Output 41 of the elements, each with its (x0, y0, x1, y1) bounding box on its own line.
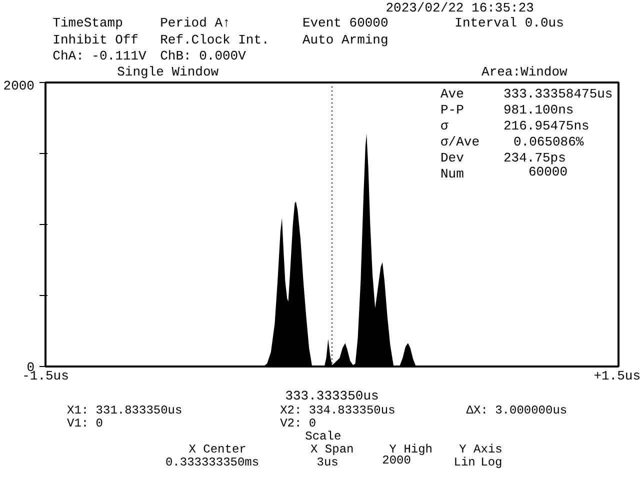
annotation: 216.95475ns (504, 118, 590, 134)
text: Y High (389, 442, 433, 456)
text: 3us (316, 456, 338, 470)
annotation: 60000 (528, 164, 568, 180)
text: 0.333333350ms (165, 456, 260, 470)
text: Interval 0.0us (454, 16, 564, 30)
annotation: σ/Ave (440, 134, 480, 150)
text: ChA: -0.111V (52, 48, 146, 64)
text: X Span (310, 442, 354, 456)
text: Period A↑ (160, 16, 230, 30)
annotation: Ave (440, 86, 464, 102)
annotation: 234.75ps (504, 150, 566, 166)
chart-title: Single Window (117, 64, 219, 80)
text: X Center (188, 442, 246, 456)
text: 2000 (382, 454, 411, 468)
text: Y Axis (459, 442, 502, 456)
annotation: 333.33358475us (504, 86, 613, 102)
annotation: σ (440, 118, 448, 134)
annotation: 981.100ns (504, 102, 574, 118)
text: Log (480, 456, 502, 470)
annotation: Num (440, 166, 464, 182)
text: Ref.Clock Int. (160, 32, 270, 48)
annotation: P-P (440, 102, 464, 118)
ref-line-label: 333.333350us (285, 388, 379, 404)
text: Inhibit Off (52, 32, 138, 48)
text: Event 60000 (302, 16, 388, 30)
x-tick-label: +1.5us (594, 368, 640, 384)
annotation: 0.065086% (514, 134, 584, 150)
text: TimeStamp (52, 16, 123, 30)
text: Scale (305, 430, 342, 444)
text: V2: 0 (280, 416, 316, 430)
text: 2023/02/22 16:35:23 (386, 0, 534, 16)
chart-subtitle: Area:Window (482, 64, 568, 80)
text: X1: 331.833350us (66, 404, 182, 418)
annotation: Dev (440, 150, 464, 166)
text: ΔX: 3.000000us (466, 404, 568, 418)
text: Auto Arming (302, 32, 388, 48)
text: V1: 0 (66, 416, 104, 430)
text: ChB: 0.000V (160, 48, 246, 64)
text: Lin (454, 456, 476, 470)
text: X2: 334.833350us (280, 404, 396, 418)
